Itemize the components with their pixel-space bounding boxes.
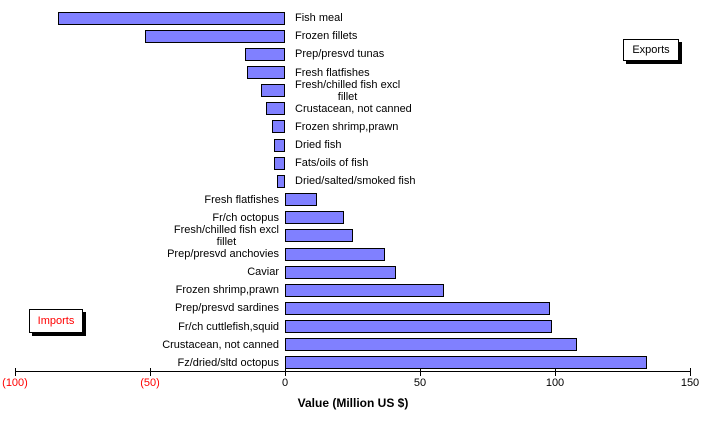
category-label: Fish meal xyxy=(295,12,343,25)
category-label: Fats/oils of fish xyxy=(295,157,369,170)
bar-exports xyxy=(271,120,285,134)
category-label: Crustacean, not canned xyxy=(295,102,412,115)
tick-mark xyxy=(149,368,151,376)
bar-imports xyxy=(285,247,385,261)
bar-imports xyxy=(285,283,445,297)
category-label: Fresh flatfishes xyxy=(295,66,370,79)
bar-exports xyxy=(274,138,285,152)
bar-imports xyxy=(285,356,647,370)
category-label: Dried/salted/smoked fish xyxy=(295,175,416,188)
exports-label-box[interactable]: Exports xyxy=(623,39,679,61)
imports-label: Imports xyxy=(37,315,75,327)
tick-label: (50) xyxy=(140,377,160,389)
bar-exports xyxy=(266,102,285,116)
category-label: Frozen fillets xyxy=(295,30,358,43)
bar-exports xyxy=(274,156,285,170)
tick-mark xyxy=(14,368,16,376)
exports-label: Exports xyxy=(632,44,670,56)
tick-mark xyxy=(554,368,556,376)
category-label: Fresh/chilled fish excl fillet xyxy=(295,78,401,103)
category-label: Frozen shrimp,prawn xyxy=(175,284,279,297)
bar-imports xyxy=(285,229,353,243)
bar-exports xyxy=(247,66,285,80)
category-label: Caviar xyxy=(247,266,279,279)
bar-imports xyxy=(285,338,577,352)
bar-imports xyxy=(285,320,553,334)
tick-mark xyxy=(419,368,421,376)
category-label: Prep/presvd tunas xyxy=(295,48,385,61)
x-axis-line xyxy=(15,371,691,372)
category-label: Crustacean, not canned xyxy=(162,338,279,351)
bar-imports xyxy=(285,301,550,315)
tick-label: 50 xyxy=(413,377,427,389)
category-label: Fz/dried/sltd octopus xyxy=(177,356,280,369)
category-label: Dried fish xyxy=(295,139,342,152)
imports-label-box[interactable]: Imports xyxy=(29,309,83,333)
category-label: Fr/ch octopus xyxy=(212,211,279,224)
category-label: Prep/presvd anchovies xyxy=(167,248,279,261)
bar-imports xyxy=(285,265,396,279)
tick-mark xyxy=(689,368,691,376)
bar-exports xyxy=(58,11,285,25)
x-axis-title: Value (Million US $) xyxy=(297,396,409,410)
category-label: Prep/presvd sardines xyxy=(175,302,279,315)
bar-exports xyxy=(244,47,285,61)
tick-mark xyxy=(284,368,286,376)
category-label: Fresh/chilled fish excl fillet xyxy=(173,223,279,248)
tick-label: 0 xyxy=(281,377,289,389)
category-label: Frozen shrimp,prawn xyxy=(295,120,399,133)
bar-exports xyxy=(144,29,285,43)
category-label: Fr/ch cuttlefish,squid xyxy=(178,320,279,333)
category-label: Fresh flatfishes xyxy=(204,193,279,206)
bar-exports xyxy=(276,174,285,188)
tick-label: 150 xyxy=(680,377,700,389)
bar-imports xyxy=(285,211,345,225)
tick-label: 100 xyxy=(545,377,565,389)
bar-imports xyxy=(285,193,318,207)
bar-exports xyxy=(260,84,285,98)
tick-label: (100) xyxy=(2,377,28,389)
